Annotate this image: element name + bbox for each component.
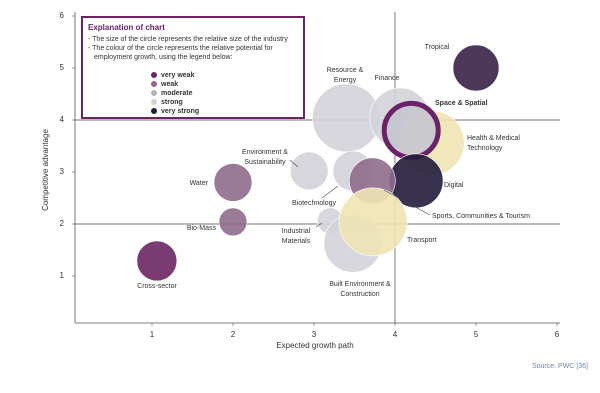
x-axis-title: Expected growth path xyxy=(276,341,353,350)
bubble-label: Sports, Communities & Tourism xyxy=(432,213,530,220)
legend-swatch xyxy=(151,99,157,105)
leader-line xyxy=(315,222,323,228)
bubble xyxy=(452,44,500,92)
y-axis-title: Competitive advantage xyxy=(41,129,50,211)
bubble-label: Finance xyxy=(375,75,400,82)
plot-area: 1 2 3 4 5 6 1 2 3 4 5 6 Tropical Resource & Energy Fina… xyxy=(60,11,560,339)
legend-box xyxy=(81,16,305,119)
legend-label: weak xyxy=(160,81,178,88)
leader-line xyxy=(321,185,339,199)
x-tick-label: 4 xyxy=(393,330,398,339)
legend-title: Explanation of chart xyxy=(88,23,165,32)
bubble xyxy=(338,187,408,257)
bubble-label: Materials xyxy=(282,238,311,245)
bubble-label: Space & Spatial xyxy=(435,100,488,107)
bubble-label: Energy xyxy=(334,77,357,84)
legend-swatch xyxy=(151,90,157,96)
legend-swatch xyxy=(151,108,157,114)
bubble-label: Tropical xyxy=(425,44,450,51)
bubble-label: Biotechnology xyxy=(292,200,336,207)
y-tick-label: 3 xyxy=(60,167,65,176)
bubble-label: Health & Medical xyxy=(467,135,520,142)
leader-line xyxy=(383,189,431,216)
legend-label: strong xyxy=(161,99,183,106)
y-tick-label: 2 xyxy=(60,219,65,228)
legend-label: very strong xyxy=(161,108,199,115)
bubble-label: Water xyxy=(190,180,209,187)
legend-swatch xyxy=(151,72,157,78)
legend-note: employment growth, using the legend belo… xyxy=(94,54,233,61)
legend-label: very weak xyxy=(161,72,195,79)
legend-note: - The size of the circle represents the … xyxy=(88,36,288,43)
bubble-label: Transport xyxy=(407,237,437,244)
bubble xyxy=(289,151,329,191)
x-tick-label: 5 xyxy=(474,330,479,339)
y-tick-label: 5 xyxy=(60,63,65,72)
leader-line xyxy=(289,159,299,168)
y-tick-label: 1 xyxy=(60,271,65,280)
y-tick-label: 4 xyxy=(60,115,65,124)
bubble-label: Resource & xyxy=(327,67,364,74)
bubble xyxy=(213,163,253,202)
bubble xyxy=(136,240,178,282)
bubble-label: Built Environment & xyxy=(329,281,391,288)
bubble-label: Sustainability xyxy=(244,159,286,166)
x-tick-label: 6 xyxy=(555,330,560,339)
legend-note: - The colour of the circle represents th… xyxy=(88,45,273,52)
source: Source: PWC [36] xyxy=(532,363,588,370)
bubble-label: Bio-Mass xyxy=(187,225,217,232)
bubble xyxy=(381,100,441,160)
legend: Explanation of chart - The size of the c… xyxy=(81,16,305,119)
x-tick-label: 3 xyxy=(312,330,317,339)
bubble xyxy=(218,207,248,237)
bubble-label: Environment & xyxy=(242,149,288,156)
legend-swatch xyxy=(151,81,157,87)
y-tick-label: 6 xyxy=(60,11,65,20)
x-tick-label: 2 xyxy=(231,330,236,339)
legend-label: moderate xyxy=(161,90,193,97)
bubble-label: Construction xyxy=(340,291,379,298)
bubble-label: Digital xyxy=(444,182,464,189)
bubble-label: Cross-sector xyxy=(137,283,177,290)
bubble-label: Industrial xyxy=(282,228,311,235)
x-tick-label: 1 xyxy=(150,330,155,339)
bubble-label: Technology xyxy=(467,145,503,152)
